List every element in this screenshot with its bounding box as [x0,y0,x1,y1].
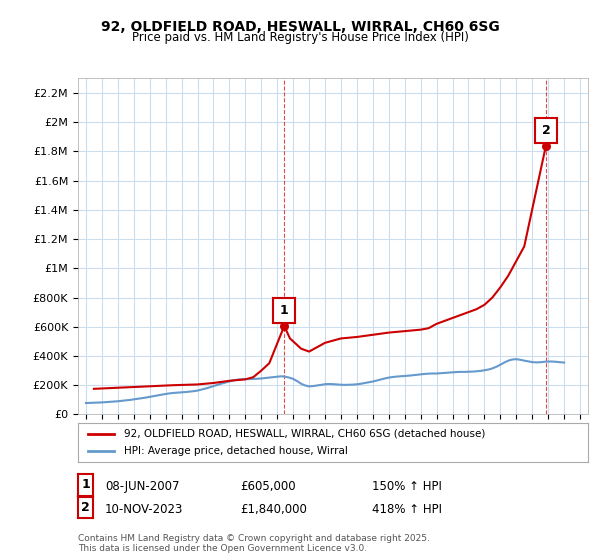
Text: £1,840,000: £1,840,000 [240,502,307,516]
Text: HPI: Average price, detached house, Wirral: HPI: Average price, detached house, Wirr… [124,446,348,456]
Text: Contains HM Land Registry data © Crown copyright and database right 2025.
This d: Contains HM Land Registry data © Crown c… [78,534,430,553]
Point [280,321,289,330]
Text: 2: 2 [81,501,90,514]
Text: 150% ↑ HPI: 150% ↑ HPI [372,480,442,493]
Text: 92, OLDFIELD ROAD, HESWALL, WIRRAL, CH60 6SG: 92, OLDFIELD ROAD, HESWALL, WIRRAL, CH60… [101,20,499,34]
Text: £605,000: £605,000 [240,480,296,493]
Text: Price paid vs. HM Land Registry's House Price Index (HPI): Price paid vs. HM Land Registry's House … [131,31,469,44]
Text: 1: 1 [280,304,289,317]
Text: 10-NOV-2023: 10-NOV-2023 [105,502,184,516]
Text: 2: 2 [542,124,550,137]
Text: 08-JUN-2007: 08-JUN-2007 [105,480,179,493]
Text: 418% ↑ HPI: 418% ↑ HPI [372,502,442,516]
Text: 1: 1 [81,478,90,492]
Point [541,141,551,150]
Text: 92, OLDFIELD ROAD, HESWALL, WIRRAL, CH60 6SG (detached house): 92, OLDFIELD ROAD, HESWALL, WIRRAL, CH60… [124,429,485,439]
